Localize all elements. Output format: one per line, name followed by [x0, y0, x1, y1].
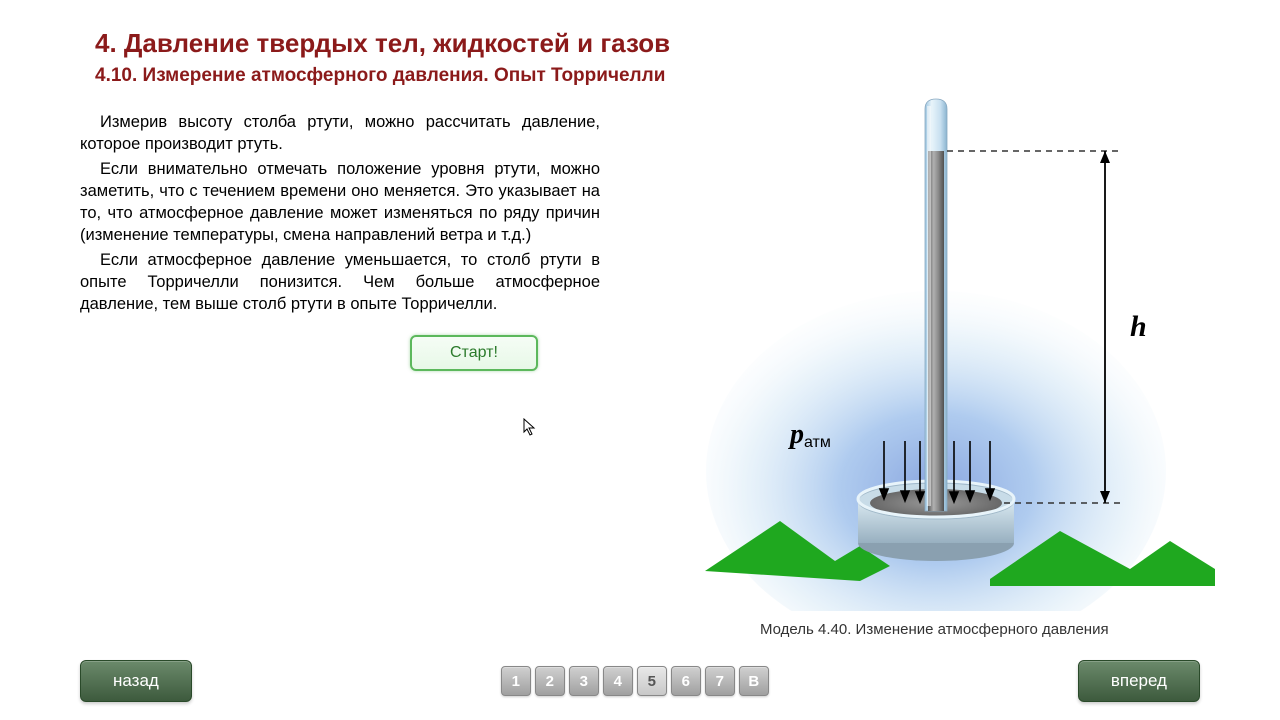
paragraph: Измерив высоту столба ртути, можно рассч… [80, 111, 600, 156]
start-button[interactable]: Старт! [410, 335, 538, 371]
page-5-button[interactable]: 5 [637, 666, 667, 696]
page-3-button[interactable]: 3 [569, 666, 599, 696]
height-label: h [1130, 310, 1147, 343]
page-2-button[interactable]: 2 [535, 666, 565, 696]
page-6-button[interactable]: 6 [671, 666, 701, 696]
paragraph: Если внимательно отмечать положение уров… [80, 158, 600, 247]
chapter-title: 4. Давление твердых тел, жидкостей и газ… [95, 28, 1280, 59]
text-content: Измерив высоту столба ртути, можно рассч… [80, 111, 620, 371]
cursor-icon [523, 418, 539, 438]
forward-button[interactable]: вперед [1078, 660, 1200, 702]
figure-caption: Модель 4.40. Изменение атмосферного давл… [760, 621, 1109, 638]
section-title: 4.10. Измерение атмосферного давления. О… [95, 65, 1280, 87]
back-button[interactable]: назад [80, 660, 192, 702]
page-B-button[interactable]: В [739, 666, 769, 696]
page-4-button[interactable]: 4 [603, 666, 633, 696]
torricelli-figure: h pатм [660, 91, 1220, 611]
paragraph: Если атмосферное давление уменьшается, т… [80, 249, 600, 316]
pagination: 1 2 3 4 5 6 7 В [501, 666, 769, 696]
page-7-button[interactable]: 7 [705, 666, 735, 696]
page-1-button[interactable]: 1 [501, 666, 531, 696]
figure-area: h pатм Модель 4.40. Изменение атмосферно… [620, 111, 1240, 371]
